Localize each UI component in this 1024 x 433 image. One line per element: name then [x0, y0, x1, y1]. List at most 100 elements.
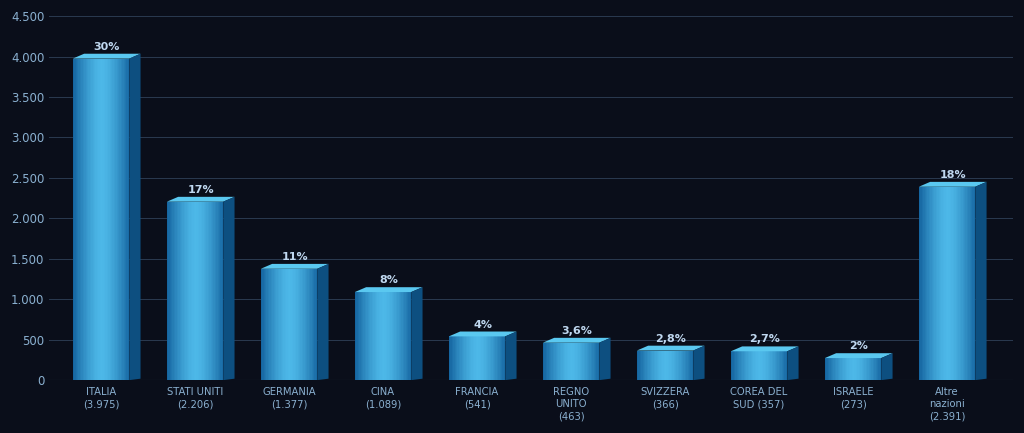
Bar — [963, 187, 964, 380]
Bar — [572, 343, 573, 380]
Bar — [922, 187, 923, 380]
Bar — [958, 187, 959, 380]
Bar — [394, 292, 395, 380]
Bar — [545, 343, 546, 380]
Bar — [679, 351, 681, 380]
Bar — [839, 358, 841, 380]
Bar — [648, 351, 649, 380]
Bar — [368, 292, 369, 380]
Bar — [864, 358, 865, 380]
Bar — [314, 269, 315, 380]
Bar — [402, 292, 404, 380]
Bar — [675, 351, 677, 380]
Bar — [365, 292, 367, 380]
Bar — [201, 202, 202, 380]
Bar — [859, 358, 860, 380]
Text: 8%: 8% — [379, 275, 398, 285]
Bar — [311, 269, 313, 380]
Bar — [87, 58, 88, 380]
Bar — [768, 351, 769, 380]
Bar — [209, 202, 211, 380]
Bar — [94, 58, 95, 380]
Bar — [367, 292, 368, 380]
Bar — [407, 292, 409, 380]
Text: 18%: 18% — [939, 170, 966, 180]
Bar — [952, 187, 954, 380]
Bar — [757, 351, 758, 380]
Bar — [835, 358, 837, 380]
Bar — [573, 343, 575, 380]
Bar — [480, 336, 481, 380]
Bar — [205, 202, 206, 380]
Bar — [282, 269, 284, 380]
Bar — [404, 292, 406, 380]
Bar — [558, 343, 560, 380]
Bar — [779, 351, 780, 380]
Bar — [376, 292, 378, 380]
Bar — [361, 292, 364, 380]
Bar — [183, 202, 185, 380]
Bar — [557, 343, 558, 380]
Bar — [471, 336, 473, 380]
Bar — [690, 351, 692, 380]
Bar — [287, 269, 288, 380]
Bar — [642, 351, 644, 380]
Bar — [167, 202, 168, 380]
Bar — [877, 358, 879, 380]
Bar — [735, 351, 736, 380]
Bar — [936, 187, 937, 380]
Bar — [83, 58, 84, 380]
Bar — [667, 351, 668, 380]
Bar — [872, 358, 874, 380]
Bar — [921, 187, 922, 380]
Bar — [940, 187, 941, 380]
Bar — [299, 269, 300, 380]
Bar — [128, 58, 129, 380]
Bar — [474, 336, 476, 380]
Bar — [860, 358, 861, 380]
Bar — [222, 202, 223, 380]
Bar — [759, 351, 761, 380]
Bar — [464, 336, 466, 380]
Bar — [181, 202, 182, 380]
Bar — [670, 351, 671, 380]
Bar — [501, 336, 503, 380]
Bar — [211, 202, 212, 380]
Bar — [310, 269, 311, 380]
Bar — [285, 269, 287, 380]
Bar — [476, 336, 477, 380]
Bar — [182, 202, 183, 380]
Bar — [265, 269, 266, 380]
Bar — [357, 292, 359, 380]
Bar — [172, 202, 174, 380]
Bar — [571, 343, 572, 380]
Bar — [583, 343, 584, 380]
Bar — [489, 336, 492, 380]
Bar — [941, 187, 943, 380]
Bar — [569, 343, 571, 380]
Bar — [95, 58, 97, 380]
Bar — [565, 343, 567, 380]
Bar — [467, 336, 469, 380]
Polygon shape — [261, 264, 329, 269]
Bar — [124, 58, 125, 380]
Bar — [313, 269, 314, 380]
Bar — [73, 58, 75, 380]
Bar — [854, 358, 856, 380]
Bar — [186, 202, 188, 380]
Bar — [766, 351, 768, 380]
Bar — [115, 58, 117, 380]
Bar — [831, 358, 834, 380]
Polygon shape — [731, 346, 799, 351]
Bar — [957, 187, 958, 380]
Bar — [857, 358, 859, 380]
Bar — [215, 202, 216, 380]
Bar — [856, 358, 857, 380]
Bar — [964, 187, 966, 380]
Bar — [561, 343, 562, 380]
Polygon shape — [355, 287, 423, 292]
Bar — [111, 58, 113, 380]
Bar — [553, 343, 554, 380]
Polygon shape — [317, 264, 329, 380]
Bar — [969, 187, 970, 380]
